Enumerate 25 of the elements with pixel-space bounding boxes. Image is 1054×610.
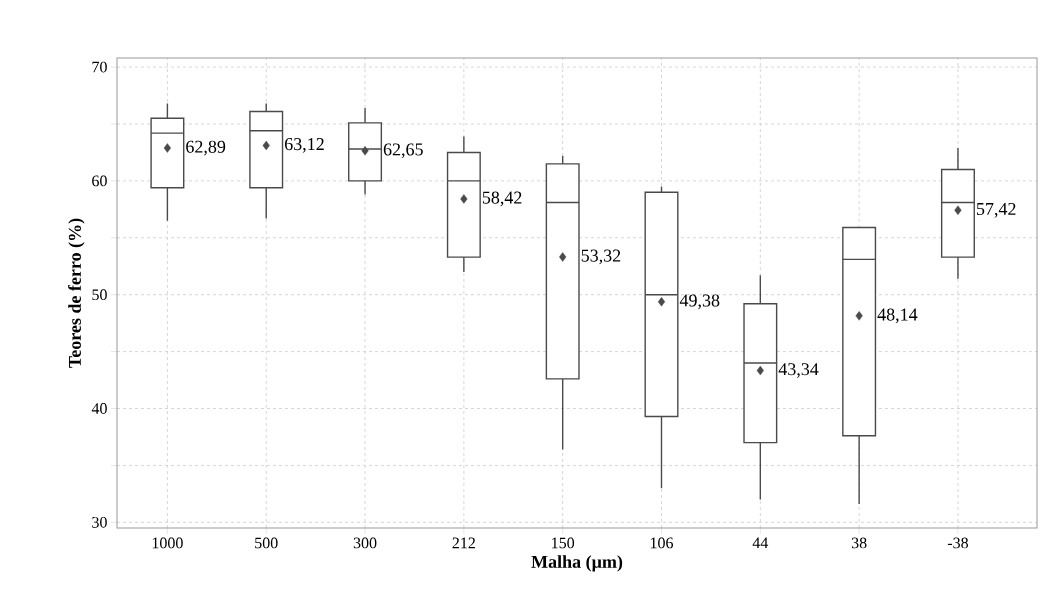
y-tick-label: 40	[91, 403, 107, 414]
annotation: 62,89	[186, 140, 226, 156]
x-tick-label: 212	[452, 537, 475, 549]
annotation: 57,42	[977, 202, 1016, 218]
x-tick-label: 150	[552, 537, 575, 549]
x-tick-label: 500	[255, 537, 278, 549]
annotation: 49,38	[679, 294, 720, 310]
x-axis-title: Malha (µm)	[531, 555, 623, 572]
annotation: 58,42	[482, 191, 522, 207]
x-tick-label: 38	[851, 537, 867, 549]
x-tick-label: 106	[650, 537, 674, 549]
x-tick-label: 44	[752, 537, 769, 549]
x-tick-label: 1000	[152, 537, 183, 549]
y-tick-label: 50	[92, 289, 107, 301]
annotation: 62,65	[383, 143, 423, 159]
x-tick-label: -38	[947, 537, 969, 549]
y-tick-label: 30	[92, 516, 107, 528]
annotation: 53,32	[581, 249, 621, 265]
x-tick-label: 300	[353, 537, 377, 549]
annotation: 48,14	[877, 308, 918, 324]
annotation: 43,34	[778, 363, 819, 378]
annotation: 63,12	[284, 138, 324, 153]
y-tick-label: 70	[92, 61, 107, 73]
y-tick-label: 60	[92, 175, 107, 187]
y-axis-title: Teores de ferro (%)	[68, 218, 85, 368]
